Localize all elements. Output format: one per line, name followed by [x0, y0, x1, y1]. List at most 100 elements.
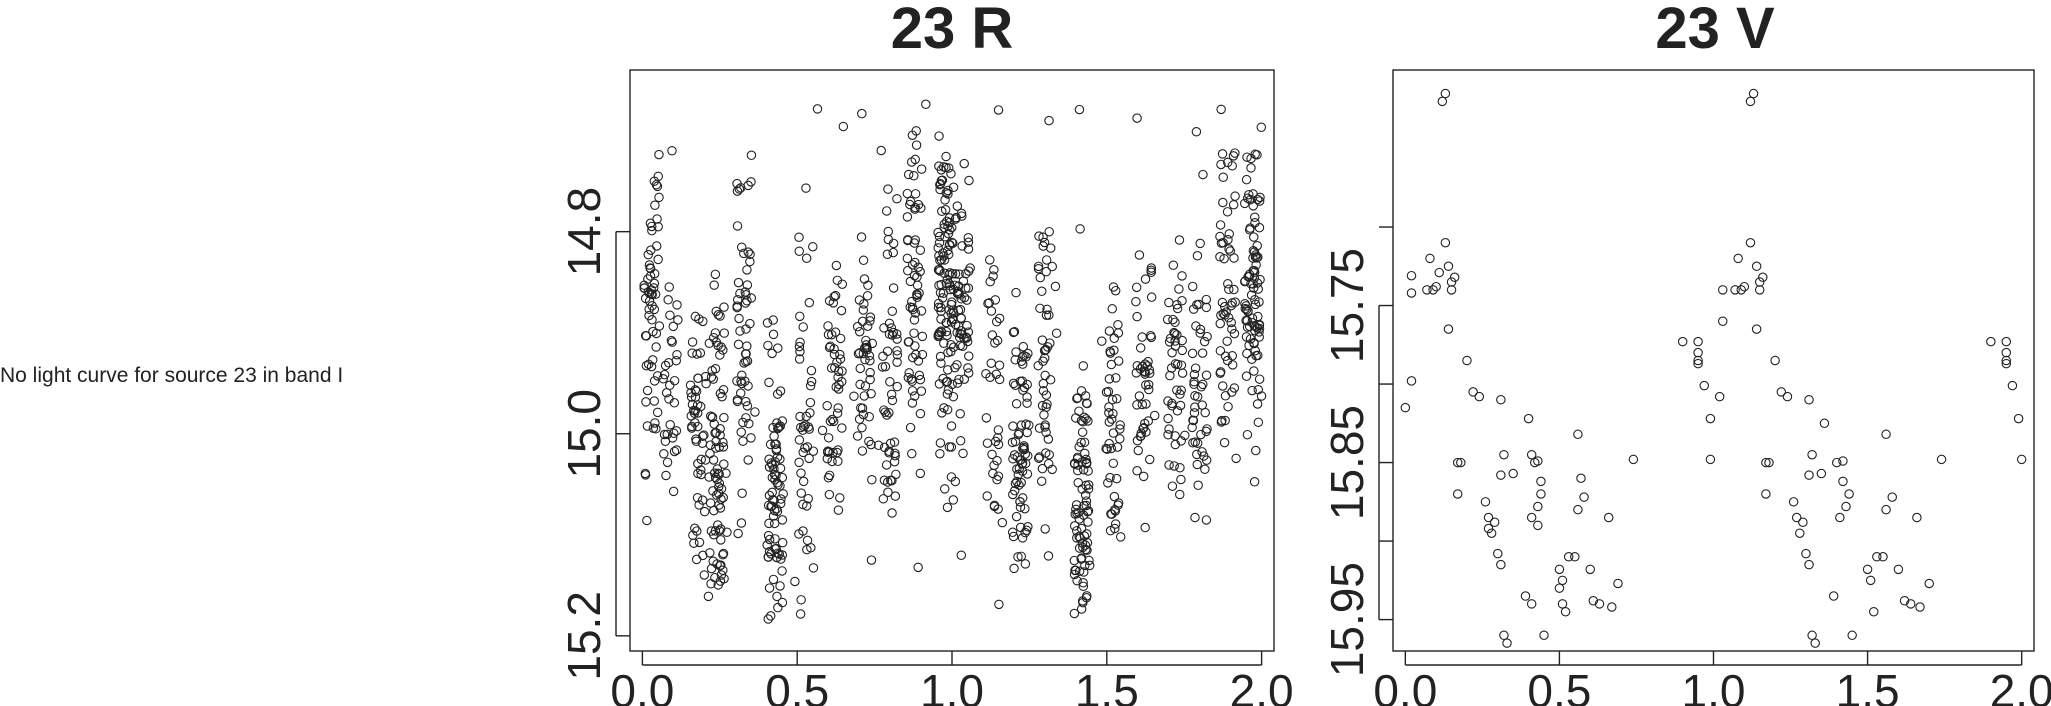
data-point — [1452, 457, 1463, 468]
data-point — [866, 388, 876, 399]
data-point — [1076, 553, 1087, 563]
data-point — [1081, 500, 1092, 511]
data-point — [1693, 347, 1703, 358]
data-point — [1190, 512, 1200, 523]
data-point — [1167, 398, 1177, 409]
data-point — [1215, 220, 1226, 230]
data-point — [692, 400, 703, 410]
data-point — [669, 375, 680, 386]
data-point — [866, 555, 877, 565]
data-point — [773, 423, 783, 434]
data-point — [1804, 470, 1814, 480]
data-point — [835, 349, 845, 360]
data-point — [650, 200, 660, 210]
data-point — [1422, 285, 1432, 295]
data-point — [806, 376, 817, 387]
data-point — [1406, 376, 1417, 386]
data-point — [1224, 284, 1234, 295]
data-point — [698, 316, 708, 327]
data-point — [1576, 473, 1586, 484]
data-point — [1083, 416, 1093, 426]
data-point — [832, 408, 843, 418]
data-point — [837, 279, 848, 289]
data-point — [1105, 525, 1116, 536]
data-point — [956, 208, 967, 219]
data-point — [992, 335, 1003, 346]
data-point — [1499, 449, 1509, 460]
data-point — [909, 391, 920, 401]
data-point — [1241, 174, 1252, 185]
data-point — [1241, 371, 1252, 381]
data-point — [1143, 379, 1154, 390]
data-point — [705, 448, 715, 459]
data-point — [1468, 387, 1478, 397]
data-point — [1074, 531, 1084, 542]
data-point — [1174, 235, 1185, 245]
data-point — [768, 329, 779, 340]
data-point — [1039, 237, 1050, 248]
data-point — [824, 489, 835, 500]
data-point — [950, 362, 960, 373]
data-point — [1480, 497, 1491, 507]
data-point — [662, 429, 673, 440]
data-point — [714, 478, 725, 488]
data-point — [833, 445, 843, 455]
data-point — [806, 543, 816, 553]
data-point — [742, 401, 753, 411]
data-point — [812, 104, 823, 114]
data-point — [964, 351, 974, 361]
data-point — [763, 614, 773, 624]
data-point — [994, 374, 1005, 385]
data-point — [1200, 464, 1210, 475]
data-point — [744, 418, 754, 429]
data-point — [1838, 456, 1848, 466]
data-point — [1816, 468, 1827, 479]
data-point — [1169, 461, 1179, 471]
data-point — [1798, 517, 1808, 527]
data-point — [911, 140, 922, 150]
data-point — [1557, 599, 1568, 609]
data-point — [1563, 552, 1574, 562]
data-point — [777, 537, 788, 548]
data-point — [989, 265, 999, 275]
data-point — [1227, 360, 1238, 370]
data-point — [880, 361, 891, 372]
data-point — [1199, 336, 1210, 347]
data-point — [709, 468, 720, 478]
data-point — [913, 262, 923, 272]
data-point — [1075, 533, 1085, 543]
data-point — [648, 355, 658, 365]
data-point — [985, 276, 995, 287]
data-point — [710, 269, 721, 280]
data-point — [1132, 113, 1142, 123]
data-point — [892, 193, 902, 204]
data-point — [1893, 564, 1904, 575]
data-point — [1016, 477, 1026, 488]
data-point — [1010, 436, 1021, 447]
data-point — [1215, 368, 1225, 379]
data-point — [775, 386, 786, 396]
data-point — [992, 455, 1002, 466]
data-point — [772, 591, 782, 602]
data-point — [662, 457, 673, 468]
data-point — [693, 373, 703, 383]
data-point — [827, 456, 837, 467]
data-point — [740, 376, 750, 387]
data-point — [1036, 476, 1047, 486]
data-point — [1008, 531, 1019, 542]
data-point — [948, 342, 959, 353]
data-point — [1192, 251, 1203, 261]
data-point — [1217, 149, 1228, 159]
data-point — [860, 381, 871, 391]
data-point — [879, 405, 889, 415]
data-point — [879, 323, 889, 333]
data-point — [1033, 360, 1043, 371]
data-point — [903, 169, 914, 180]
data-point — [1070, 565, 1080, 576]
data-point — [962, 320, 972, 331]
data-point — [903, 372, 914, 383]
data-point — [1037, 400, 1048, 411]
data-point — [686, 392, 697, 402]
data-point — [768, 574, 779, 585]
data-point — [852, 431, 863, 441]
